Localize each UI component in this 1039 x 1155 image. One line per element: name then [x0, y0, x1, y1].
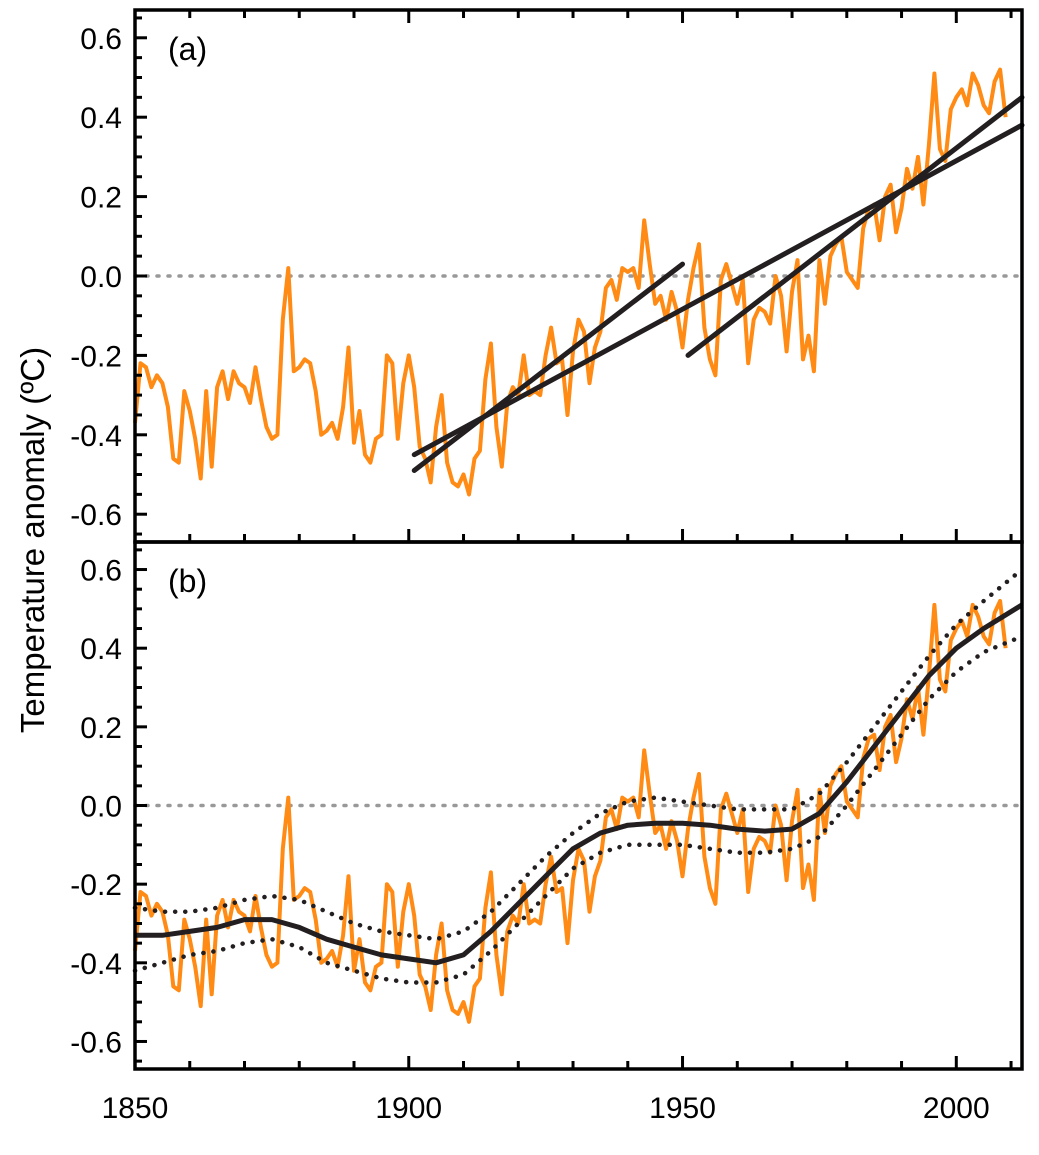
trend-line-3: [685, 94, 1025, 358]
anomaly-series-line: [133, 599, 1008, 1024]
upper-bound-line: [132, 567, 1025, 942]
y-tick-label: -0.4: [70, 948, 122, 981]
y-tick-label: 0.0: [80, 791, 122, 824]
y-tick-label: -0.6: [70, 499, 122, 532]
y-tick-label: -0.2: [70, 340, 122, 373]
x-tick-label: 1950: [649, 1092, 716, 1125]
anomaly-series-line: [133, 67, 1008, 497]
y-tick-label: -0.6: [70, 1026, 122, 1059]
x-axis-ticks: 1850 1900 1950 2000: [102, 1092, 990, 1125]
y-tick-label: 0.2: [80, 182, 122, 215]
x-tick-label: 1850: [102, 1092, 169, 1125]
y-tick-label: 0.4: [80, 633, 122, 666]
smooth-fit-line: [135, 602, 1024, 966]
panel-b: -0.6 -0.4 -0.2 0.0 0.2 0.4 0.6 (b): [70, 540, 1025, 1071]
y-tick-label: -0.2: [70, 869, 122, 902]
y-tick-label: 0.4: [80, 102, 122, 135]
trend-line-2: [411, 122, 1025, 458]
y-tick-label: -0.4: [70, 420, 122, 453]
y-tick-label: 0.6: [80, 555, 122, 588]
panel-a: -0.6 -0.4 -0.2 0.0 0.2 0.4 0.6 (a): [70, 8, 1025, 544]
x-tick-label: 2000: [923, 1092, 990, 1125]
panel-label: (b): [168, 563, 207, 599]
panel-label: (a): [168, 31, 207, 67]
x-tick-label: 1900: [375, 1092, 442, 1125]
lower-bound-line: [132, 634, 1025, 985]
y-tick-label: 0.6: [80, 23, 122, 56]
y-tick-label: 0.2: [80, 712, 122, 745]
y-tick-label: 0.0: [80, 261, 122, 294]
y-axis-title: Temperature anomaly (ºC): [14, 347, 51, 733]
trend-line-1: [411, 261, 686, 474]
